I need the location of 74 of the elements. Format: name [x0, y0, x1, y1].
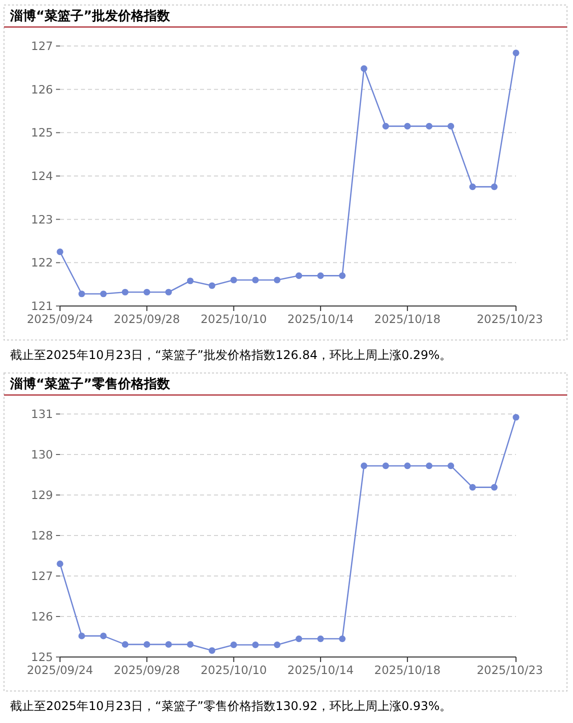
point: [100, 632, 107, 640]
point: [426, 122, 432, 130]
y-tick-label: 129: [31, 488, 53, 502]
point: [252, 642, 259, 648]
point: [56, 248, 64, 256]
point: [252, 276, 259, 284]
x-tick-label: 2025/10/23: [476, 312, 543, 326]
point: [100, 290, 107, 298]
point: [360, 462, 368, 470]
x-tick-label: 2025/10/18: [374, 312, 441, 326]
y-tick-label: 127: [31, 569, 53, 583]
x-tick-label: 2025/09/24: [26, 312, 94, 326]
y-tick-label: 126: [31, 82, 53, 96]
point: [512, 50, 520, 56]
point: [144, 641, 150, 648]
y-tick-label: 123: [31, 212, 53, 226]
point: [512, 414, 520, 421]
point: [296, 635, 302, 642]
point: [274, 276, 280, 284]
point: [404, 462, 411, 470]
point: [317, 272, 324, 279]
x-tick-label: 2025/10/14: [287, 663, 354, 677]
x-tick-label: 2025/09/28: [114, 663, 180, 677]
y-tick-label: 128: [31, 528, 53, 542]
chart-title: 淄博“菜篮子”零售价格指数: [9, 376, 172, 392]
x-tick-label: 2025/10/10: [200, 663, 267, 677]
y-tick-label: 126: [31, 610, 53, 624]
point: [490, 484, 498, 491]
point: [360, 65, 368, 72]
point: [208, 647, 216, 654]
x-tick-label: 2025/10/10: [200, 312, 267, 326]
point: [230, 276, 238, 284]
y-tick-label: 130: [31, 448, 53, 462]
point: [56, 560, 64, 568]
point: [230, 642, 238, 648]
x-tick-label: 2025/09/24: [26, 663, 94, 677]
point: [469, 484, 476, 491]
point: [338, 635, 346, 642]
point: [122, 288, 128, 296]
y-tick-label: 131: [31, 407, 53, 421]
x-tick-label: 2025/10/23: [476, 663, 543, 677]
point: [448, 462, 454, 470]
point: [186, 641, 194, 648]
x-tick-label: 2025/09/28: [114, 312, 180, 326]
point: [490, 184, 498, 190]
y-tick-label: 127: [31, 39, 53, 53]
point: [186, 278, 194, 284]
y-tick-label: 125: [31, 126, 53, 140]
point: [469, 184, 476, 190]
point: [404, 122, 411, 130]
point: [338, 272, 346, 279]
y-tick-label: 121: [31, 299, 53, 313]
point: [382, 122, 390, 130]
point: [296, 272, 302, 279]
x-tick-label: 2025/10/18: [374, 663, 441, 677]
y-tick-label: 125: [31, 650, 53, 664]
y-tick-label: 124: [31, 169, 53, 183]
text: 截止至2025年10月23日，“菜篮子”批发价格指数126.84，环比上周上涨0.29%。: [10, 348, 452, 362]
point: [165, 641, 172, 648]
point: [208, 282, 216, 289]
point: [78, 632, 86, 640]
point: [382, 462, 390, 470]
point: [274, 642, 280, 648]
point: [122, 641, 128, 648]
point: [78, 290, 86, 298]
point: [426, 462, 432, 470]
y-tick-label: 122: [31, 256, 53, 270]
x-tick-label: 2025/10/14: [287, 312, 354, 326]
point: [448, 122, 454, 130]
text: 截止至2025年10月23日，“菜篮子”零售价格指数130.92，环比上周上涨0.93%。: [10, 699, 452, 713]
chart-title: 淄博“菜篮子”批发价格指数: [9, 8, 172, 24]
point: [317, 635, 324, 642]
point: [165, 288, 172, 296]
point: [144, 288, 150, 296]
